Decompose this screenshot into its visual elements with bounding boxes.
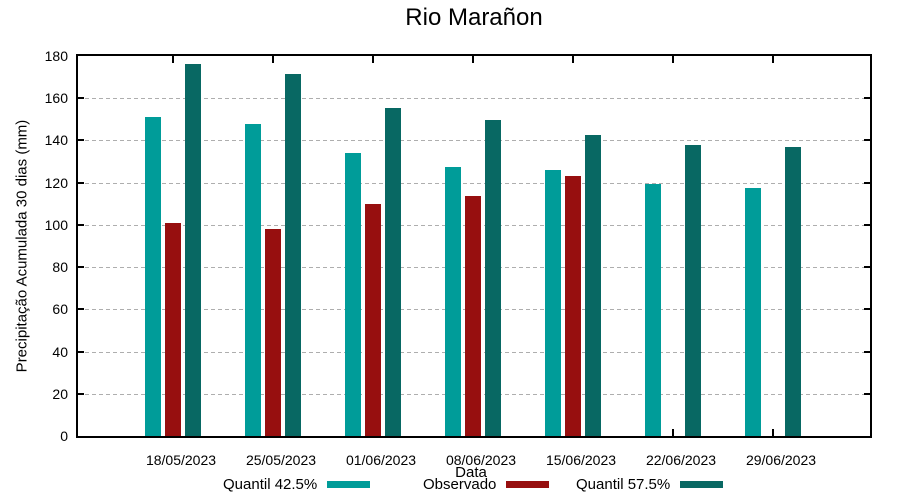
y-tick-mark (78, 308, 84, 311)
legend-item-quantil-57-5-: Quantil 57.5% (576, 475, 724, 493)
plot-area (76, 54, 872, 438)
legend-item-quantil-42-5-: Quantil 42.5% (223, 475, 371, 493)
legend-swatch (327, 480, 371, 488)
y-tick-mark (864, 350, 870, 353)
x-tick-label: 01/06/2023 (345, 452, 417, 468)
x-axis-label: Data (455, 464, 487, 481)
legend-label: Quantil 42.5% (223, 475, 318, 493)
bar-observado-25-05-2023 (265, 229, 281, 436)
bar-observado-18-05-2023 (165, 222, 181, 436)
x-tick-mark (672, 429, 674, 436)
y-tick-mark (864, 223, 870, 226)
bar-quantil-42-5--15-06-2023 (545, 170, 561, 436)
y-tick-label: 80 (52, 259, 68, 276)
y-tick-mark (78, 223, 84, 226)
y-tick-label: 120 (44, 174, 68, 191)
bar-quantil-42-5--29-06-2023 (745, 187, 761, 436)
y-tick-label: 40 (52, 343, 68, 360)
x-tick-label: 18/05/2023 (145, 452, 217, 468)
y-tick-mark (78, 350, 84, 353)
x-tick-mark (272, 56, 274, 63)
x-tick-mark (772, 56, 774, 63)
bar-quantil-42-5--18-05-2023 (145, 117, 161, 436)
legend-label: Quantil 57.5% (576, 475, 671, 493)
y-tick-label: 0 (60, 428, 68, 444)
gridline (78, 98, 870, 100)
y-tick-label: 100 (44, 216, 68, 233)
legend-swatch (506, 480, 550, 488)
y-tick-mark (78, 139, 84, 142)
y-tick-label: 140 (44, 132, 68, 149)
y-axis-label: Precipitação Acumulada 30 dias (mm) (13, 119, 31, 373)
y-tick-mark (78, 97, 84, 100)
bar-quantil-57-5--29-06-2023 (785, 146, 801, 436)
bar-observado-15-06-2023 (565, 176, 581, 436)
y-tick-mark (864, 308, 870, 311)
bar-quantil-42-5--08-06-2023 (445, 166, 461, 436)
y-tick-mark (78, 392, 84, 395)
x-tick-label: 22/06/2023 (645, 452, 717, 468)
bar-observado-08-06-2023 (465, 196, 481, 436)
gridline (78, 140, 870, 142)
y-tick-label: 160 (44, 90, 68, 107)
legend-item-observado: Observado (423, 475, 550, 493)
bar-quantil-42-5--25-05-2023 (245, 123, 261, 436)
gridline (78, 182, 870, 184)
bar-quantil-57-5--25-05-2023 (285, 73, 301, 436)
x-tick-mark (572, 56, 574, 63)
bar-quantil-57-5--22-06-2023 (685, 144, 701, 436)
x-tick-label: 25/05/2023 (245, 452, 317, 468)
y-tick-mark (864, 139, 870, 142)
x-tick-mark (372, 56, 374, 63)
x-tick-mark (772, 429, 774, 436)
y-tick-mark (864, 266, 870, 269)
y-tick-label: 180 (44, 48, 68, 64)
bar-quantil-42-5--22-06-2023 (645, 183, 661, 436)
x-tick-label: 29/06/2023 (745, 452, 817, 468)
y-tick-label: 20 (52, 385, 68, 402)
plot-inner (78, 56, 870, 436)
y-tick-mark (864, 392, 870, 395)
bar-quantil-57-5--08-06-2023 (485, 120, 501, 436)
y-tick-mark (78, 266, 84, 269)
x-tick-mark (472, 56, 474, 63)
bar-observado-01-06-2023 (365, 203, 381, 436)
bar-quantil-57-5--15-06-2023 (585, 135, 601, 436)
bar-quantil-57-5--01-06-2023 (385, 107, 401, 436)
y-tick-label: 60 (52, 301, 68, 318)
chart-title: Rio Marañon (405, 4, 543, 31)
x-tick-mark (672, 56, 674, 63)
x-tick-label: 15/06/2023 (545, 452, 617, 468)
y-tick-mark (78, 181, 84, 184)
x-tick-label: 08/06/2023 (445, 452, 517, 468)
bar-quantil-42-5--01-06-2023 (345, 153, 361, 436)
y-tick-mark (864, 181, 870, 184)
bar-quantil-57-5--18-05-2023 (185, 64, 201, 436)
legend-label: Observado (423, 475, 497, 493)
y-tick-mark (864, 97, 870, 100)
x-tick-mark (172, 56, 174, 63)
legend-swatch (680, 480, 724, 488)
